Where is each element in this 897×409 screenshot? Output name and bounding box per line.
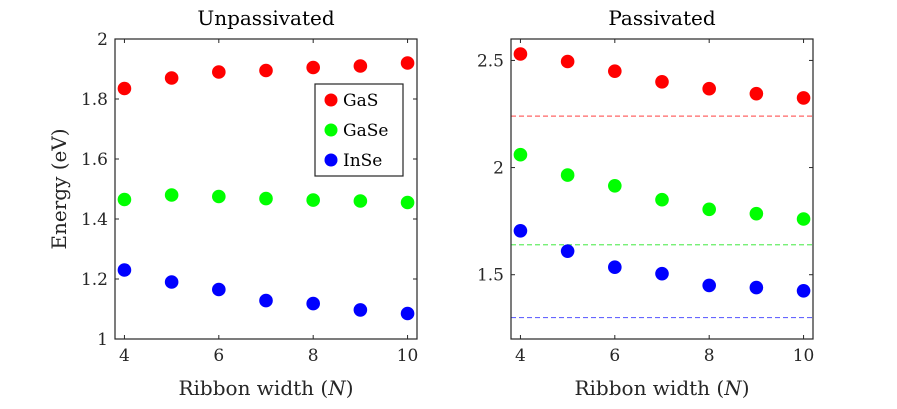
passivated-panel: Passivated Ribbon width (N) 4 6 8 10 1.5 2 2.5	[477, 6, 814, 400]
point-inse	[164, 275, 179, 289]
point-gase	[702, 202, 716, 217]
axis-ticks: 4 6 8 10 1.5 2 2.5	[477, 39, 814, 366]
point-inse	[560, 244, 575, 258]
point-inse	[608, 260, 622, 275]
reference-lines	[511, 115, 813, 319]
legend: GaS GaSe InSe	[314, 83, 404, 177]
x-tick-label: 6	[609, 346, 620, 366]
plot-frame-right	[510, 38, 814, 340]
point-inse	[400, 306, 415, 321]
unpassivated-panel: Unpassivated Energy (eV) Ribbon width (N…	[47, 6, 418, 400]
x-tick-label: 10	[397, 346, 419, 366]
point-gase	[655, 192, 669, 207]
point-gas	[513, 47, 528, 61]
point-gas	[164, 71, 179, 85]
point-inse	[749, 280, 764, 295]
point-gas	[749, 86, 764, 101]
point-gas	[796, 91, 811, 105]
point-inse	[655, 266, 669, 281]
point-gase	[560, 168, 575, 182]
point-gas	[400, 56, 415, 70]
y-tick-label: 1	[97, 330, 108, 350]
unpassivated-title: Unpassivated	[197, 6, 334, 30]
x-axis-title-left: Ribbon width (N)	[178, 376, 353, 400]
legend-marker-gase	[324, 123, 338, 137]
x-tick-label: 4	[515, 346, 526, 366]
point-inse	[353, 303, 368, 317]
point-gase	[608, 178, 622, 193]
point-gase	[749, 206, 764, 221]
y-tick-label: 1.5	[477, 266, 504, 286]
point-gas	[608, 64, 622, 78]
data-markers	[117, 56, 415, 321]
point-gas	[306, 60, 320, 75]
y-tick-label: 2.5	[477, 51, 504, 71]
passivated-title: Passivated	[608, 6, 716, 30]
point-gase	[306, 193, 320, 207]
point-gas	[212, 65, 226, 79]
point-gase	[513, 147, 528, 162]
point-gase	[164, 188, 179, 202]
y-tick-label: 1.6	[81, 150, 108, 170]
x-axis-title-right: Ribbon width (N)	[574, 376, 749, 400]
point-gase	[353, 194, 368, 208]
point-gas	[702, 81, 716, 96]
point-gas	[655, 75, 669, 89]
y-axis-title: Energy (eV)	[47, 128, 71, 249]
x-tick-label: 8	[704, 346, 715, 366]
y-tick-label: 2	[97, 30, 108, 50]
point-inse	[513, 223, 528, 238]
x-tick-label: 6	[213, 346, 224, 366]
legend-label-gas: GaS	[343, 91, 378, 111]
point-inse	[259, 293, 273, 308]
x-tick-label: 10	[793, 346, 815, 366]
point-inse	[702, 278, 716, 293]
y-tick-label: 1.4	[81, 210, 108, 230]
point-inse	[796, 283, 811, 298]
point-gase	[212, 189, 226, 204]
point-gase	[259, 191, 273, 206]
point-gas	[353, 59, 368, 73]
plot-frame-left	[114, 38, 418, 340]
point-gase	[117, 192, 132, 207]
y-tick-label: 1.2	[81, 270, 108, 290]
y-tick-label: 1.8	[81, 90, 108, 110]
legend-marker-gas	[324, 93, 338, 107]
point-gas	[117, 81, 132, 96]
point-gase	[796, 212, 811, 226]
legend-label-gase: GaSe	[343, 121, 388, 141]
legend-marker-inse	[324, 153, 338, 167]
x-tick-label: 8	[308, 346, 319, 366]
point-inse	[117, 263, 132, 277]
legend-label-inse: InSe	[343, 151, 382, 171]
point-gas	[259, 63, 273, 78]
x-tick-label: 4	[119, 346, 130, 366]
data-markers	[513, 47, 811, 298]
point-gase	[400, 195, 415, 210]
point-gas	[560, 54, 575, 69]
point-inse	[212, 282, 226, 297]
point-inse	[306, 296, 320, 311]
y-tick-label: 2	[493, 159, 504, 179]
